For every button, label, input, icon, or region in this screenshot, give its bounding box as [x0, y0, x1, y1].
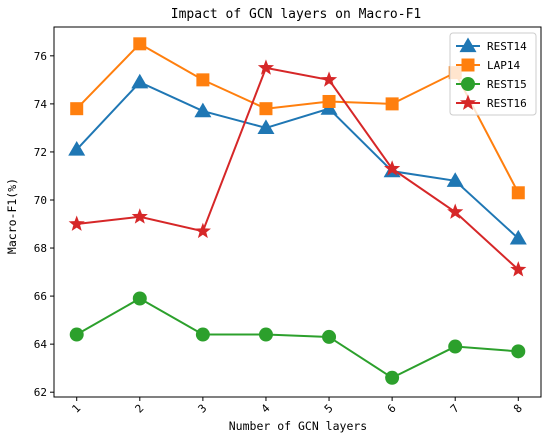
legend-label: LAP14 — [487, 59, 520, 72]
data-point-rest14-1 — [68, 141, 86, 156]
legend-marker-lap14 — [461, 58, 475, 72]
data-point-rest16-1 — [68, 215, 85, 231]
y-tick-label: 72 — [34, 146, 47, 159]
data-point-rest14-8 — [509, 229, 527, 245]
data-point-rest15-3 — [195, 327, 210, 342]
data-point-rest14-4 — [257, 119, 275, 135]
legend-marker-rest14 — [459, 37, 477, 53]
data-point-lap14-4 — [259, 102, 273, 116]
data-point-rest14-3 — [194, 102, 212, 118]
data-point-rest15-4 — [258, 327, 273, 342]
data-point-lap14-6 — [385, 97, 399, 111]
data-point-rest14-7 — [446, 172, 464, 187]
data-point-rest15-6 — [385, 370, 400, 385]
plot-frame — [53, 26, 542, 398]
series-line-rest14 — [75, 81, 519, 240]
legend-label: REST15 — [487, 78, 527, 91]
data-point-rest16-5 — [320, 71, 338, 87]
legend-item-rest14: REST14 — [456, 37, 527, 53]
legend: REST14 LAP14 REST15 REST16 — [449, 32, 537, 116]
data-point-rest15-1 — [69, 327, 84, 342]
data-point-lap14-3 — [196, 73, 210, 87]
y-tick-label: 66 — [34, 290, 47, 303]
x-axis-label: Number of GCN layers — [229, 419, 367, 433]
series-rest16 — [68, 59, 527, 277]
data-point-lap14-5 — [322, 94, 336, 108]
y-tick-label: 76 — [34, 50, 47, 63]
legend-item-rest16: REST16 — [456, 94, 527, 110]
y-tick-label: 68 — [34, 242, 47, 255]
data-point-rest15-2 — [132, 291, 147, 306]
data-point-rest15-7 — [448, 339, 463, 354]
data-point-rest16-7 — [447, 203, 464, 219]
data-point-lap14-2 — [133, 37, 147, 51]
y-tick-label: 62 — [34, 386, 47, 399]
chart-title: Impact of GCN layers on Macro-F1 — [171, 7, 421, 22]
series-line-rest15 — [76, 297, 519, 379]
data-point-rest16-2 — [131, 208, 148, 224]
legend-item-lap14: LAP14 — [456, 58, 520, 72]
legend-label: REST16 — [487, 97, 527, 110]
legend-marker-rest16 — [459, 94, 477, 110]
y-tick-label: 70 — [34, 194, 47, 207]
data-point-rest16-4 — [257, 59, 275, 75]
y-tick-label: 74 — [34, 98, 48, 111]
data-point-rest15-8 — [511, 344, 526, 359]
data-point-rest16-8 — [510, 261, 527, 277]
legend-marker-rest15 — [461, 77, 475, 91]
data-point-rest16-6 — [384, 160, 401, 176]
data-point-rest16-3 — [194, 222, 211, 239]
legend-box — [449, 32, 537, 116]
y-axis-label: Macro-F1(%) — [5, 178, 19, 254]
series-line-lap14 — [75, 42, 520, 194]
legend-label: REST14 — [487, 40, 527, 53]
series-line-rest16 — [76, 66, 519, 271]
series-rest15 — [69, 291, 526, 385]
legend-item-rest15: REST15 — [456, 77, 527, 91]
plot-area — [68, 37, 527, 385]
data-point-rest15-5 — [322, 329, 337, 344]
data-point-rest14-2 — [131, 73, 149, 89]
data-point-lap14-8 — [511, 186, 525, 200]
y-tick-label: 64 — [34, 338, 48, 351]
data-point-lap14-1 — [70, 102, 84, 116]
